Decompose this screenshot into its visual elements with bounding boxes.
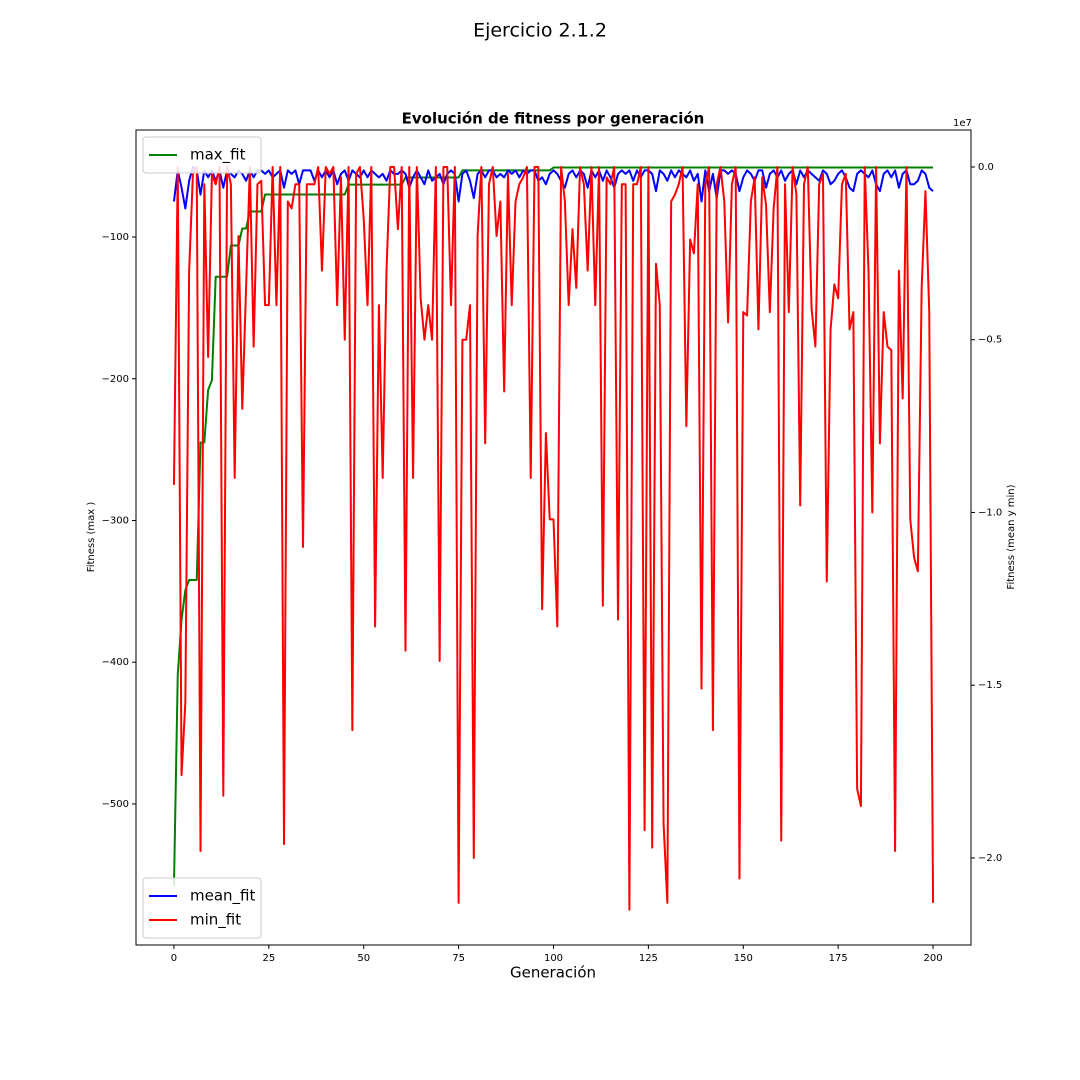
x-tick-label: 75 [452, 953, 465, 964]
x-tick-label: 0 [171, 953, 177, 964]
y2-tick-label: 0.0 [978, 162, 994, 173]
y-tick-label: −400 [102, 657, 129, 668]
x-axis-label: Generación [510, 964, 596, 982]
y2-tick-label: −1.0 [978, 507, 1002, 518]
legend-box [142, 136, 262, 174]
y-axis-label: Fitness (max ) [86, 502, 97, 573]
series-line [172, 166, 934, 887]
y2-axis-label: Fitness (mean y min) [1006, 484, 1017, 589]
x-tick-label: 100 [544, 953, 563, 964]
x-tick-label: 150 [734, 953, 753, 964]
series-line [172, 165, 935, 911]
legend-label: max_fit [190, 146, 246, 165]
figure-title: Ejercicio 2.1.2 [473, 20, 607, 42]
y-tick-label: −200 [102, 374, 129, 385]
y2-tick-label: −0.5 [978, 335, 1002, 346]
legend-label: mean_fit [190, 887, 255, 906]
x-tick-label: 175 [829, 953, 848, 964]
y-tick-label: −500 [102, 799, 129, 810]
legend-box [142, 877, 262, 939]
y-tick-label: −100 [102, 232, 129, 243]
axes-frame [135, 129, 972, 946]
legend-label: min_fit [190, 911, 241, 930]
x-tick-label: 50 [357, 953, 370, 964]
y2-tick-label: −2.0 [978, 853, 1002, 864]
x-tick-label: 200 [923, 953, 942, 964]
chart-title: Evolución de fitness por generación [402, 110, 705, 128]
y2-tick-label: −1.5 [978, 680, 1002, 691]
y-tick-label: −300 [102, 515, 129, 526]
x-tick-label: 25 [262, 953, 275, 964]
y2-offset-label: 1e7 [953, 118, 972, 129]
x-tick-label: 125 [639, 953, 658, 964]
